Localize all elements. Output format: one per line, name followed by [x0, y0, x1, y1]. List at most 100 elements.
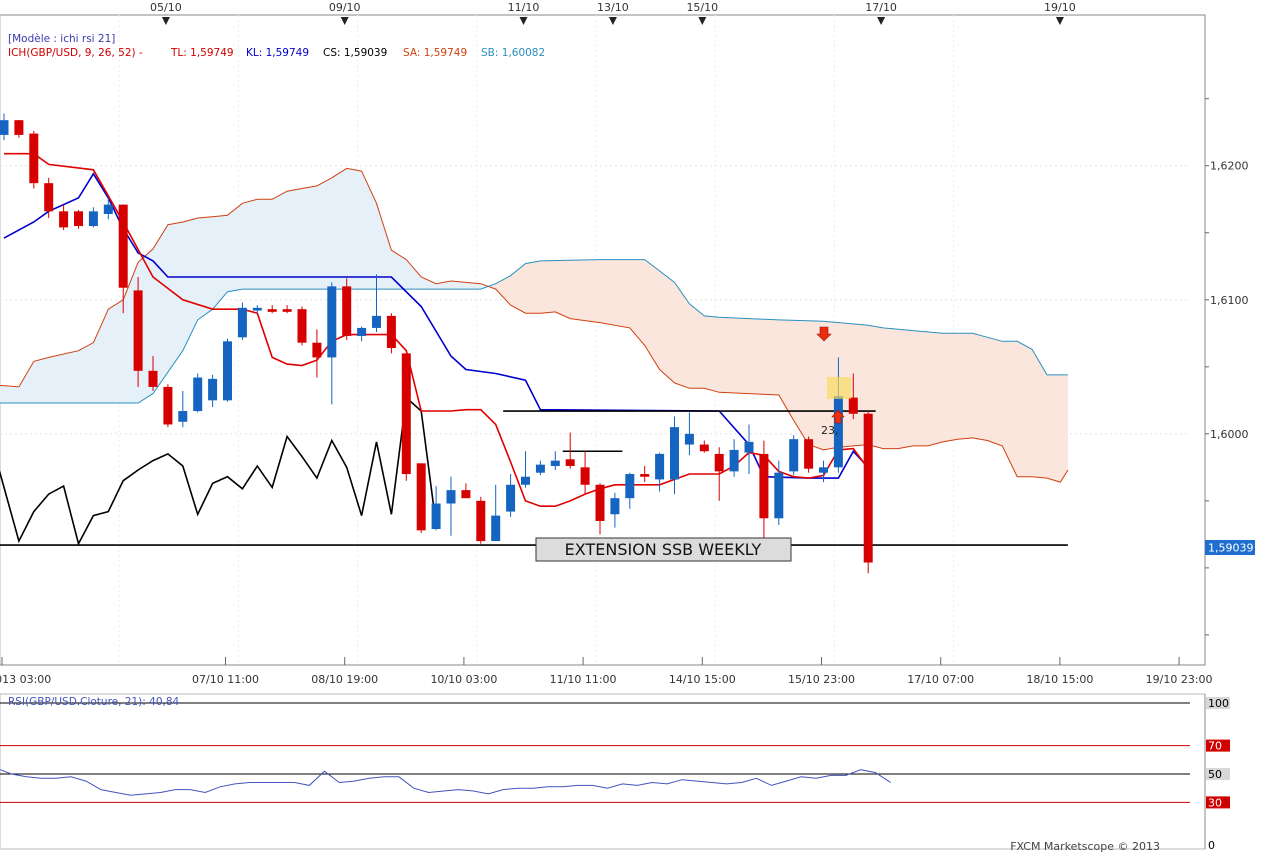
- bullish-candle: [774, 460, 784, 525]
- bullish-candle: [208, 374, 218, 408]
- candle-body: [476, 500, 486, 542]
- rsi-tick-badge: [1206, 739, 1230, 752]
- top-date-markers: 05/10 09/10 11/10 13/10 15/10 17/10 19/10: [150, 1, 1076, 25]
- bearish-candle: [848, 373, 858, 420]
- bullish-candle: [88, 207, 98, 228]
- candle-body: [595, 484, 605, 521]
- signal-highlight: [827, 377, 851, 399]
- rsi-value-label: 23,: [821, 424, 839, 437]
- candle-body: [386, 315, 396, 349]
- rsi-tick-badge: [1206, 768, 1230, 780]
- candle-body: [729, 449, 739, 472]
- bearish-candle: [282, 305, 292, 314]
- bullish-candle: [789, 435, 799, 476]
- top-date-marker-icon: [1055, 17, 1064, 25]
- rsi-tick-badge: [1206, 796, 1230, 809]
- bearish-candle: [640, 466, 650, 483]
- bullish-candle: [372, 274, 381, 332]
- time-tick-label: 18/10 15:00: [1026, 673, 1093, 686]
- top-date-label: 19/10: [1044, 1, 1076, 14]
- extension-label-box: [535, 537, 792, 562]
- candle-body: [59, 211, 69, 228]
- ich-name: ICH(GBP/USD, 9, 26, 52) -: [8, 47, 143, 59]
- candle-body: [833, 396, 843, 468]
- bullish-candle: [684, 412, 694, 456]
- buy-arrow-icon: [831, 409, 845, 424]
- candle-body: [148, 370, 158, 387]
- candle-body: [74, 211, 83, 227]
- candle-body: [521, 476, 530, 485]
- time-axis: 03/10/2013 03:00 07/10 11:00 08/10 19:00 10…: [0, 657, 1213, 686]
- candle-body: [699, 444, 709, 452]
- candle-body: [133, 290, 143, 371]
- bearish-candle: [565, 432, 575, 469]
- candle-body: [848, 397, 858, 414]
- candle-body: [44, 183, 54, 212]
- price-axis: 1,6200 1,6100 1,6000: [1204, 15, 1249, 665]
- bullish-candle: [550, 451, 560, 471]
- copyright: FXCM Marketscope © 2013: [1010, 840, 1160, 853]
- candle-body: [342, 286, 352, 336]
- candle-body: [431, 503, 441, 529]
- time-tick-label: 07/10 11:00: [192, 673, 259, 686]
- candle-body: [714, 453, 724, 472]
- candle-body: [327, 286, 337, 358]
- sa-value: SA: 1,59749: [403, 47, 467, 59]
- rsi-tick-badge: [1206, 697, 1230, 709]
- bullish-candle: [193, 373, 203, 413]
- time-tick-label: 15/10 23:00: [788, 673, 855, 686]
- horizontal-levels: [0, 410, 1068, 546]
- bullish-candle: [252, 305, 262, 314]
- kl-value: KL: 1,59749: [246, 47, 309, 59]
- candle-body: [208, 378, 218, 401]
- rsi-tick-label: 100: [1208, 697, 1229, 710]
- bearish-candle: [267, 305, 277, 314]
- bullish-candle: [535, 460, 545, 476]
- rsi-tick-badge: [1206, 839, 1230, 851]
- top-date-marker-icon: [877, 17, 886, 25]
- bearish-candle: [580, 451, 590, 495]
- top-date-label: 15/10: [686, 1, 718, 14]
- current-price-label: 1,59039: [1208, 542, 1254, 555]
- bearish-candle: [759, 440, 769, 544]
- candle-body: [267, 309, 277, 312]
- bullish-candle: [610, 492, 620, 528]
- candle-body: [550, 460, 560, 466]
- candle-body: [655, 453, 665, 480]
- candle-body: [759, 453, 769, 519]
- candle-body: [103, 204, 113, 214]
- bullish-candle: [446, 476, 456, 536]
- current-price-badge: [1205, 540, 1255, 555]
- bearish-candle: [44, 177, 54, 219]
- time-tick-label: 11/10 11:00: [550, 673, 617, 686]
- top-date-marker-icon: [340, 17, 349, 25]
- chikou-span-line: [0, 395, 437, 546]
- bearish-candle: [699, 440, 709, 453]
- cs-value: CS: 1,59039: [323, 47, 387, 59]
- time-tick-label: 17/10 07:00: [907, 673, 974, 686]
- candle-body: [819, 467, 828, 473]
- bearish-candle: [401, 353, 411, 481]
- bullish-candle: [0, 113, 9, 141]
- candle-body: [863, 413, 873, 563]
- bullish-candle: [103, 197, 113, 220]
- candle-body: [684, 433, 694, 445]
- rsi-panel: RSI(GBP/USD.Cloture, 21): 40,84 100 70 50 30…: [0, 694, 1230, 852]
- top-date-marker-icon: [608, 17, 617, 25]
- bearish-candle: [148, 356, 158, 391]
- time-tick-label: 19/10 23:00: [1146, 673, 1213, 686]
- candle-body: [610, 498, 620, 515]
- cloud-bullish-area: [0, 168, 489, 403]
- bullish-candle: [729, 439, 739, 477]
- bullish-candle: [655, 452, 665, 492]
- candle-body: [670, 427, 679, 480]
- candle-body: [282, 309, 292, 312]
- bearish-candle: [416, 463, 426, 534]
- bullish-candle: [625, 472, 635, 509]
- bearish-candle: [863, 411, 873, 574]
- time-tick-label: 03/10/2013 03:00: [0, 673, 51, 686]
- bullish-candle: [431, 486, 441, 531]
- candle-body: [223, 341, 232, 401]
- bearish-candle: [29, 130, 39, 189]
- candle-body: [252, 307, 262, 311]
